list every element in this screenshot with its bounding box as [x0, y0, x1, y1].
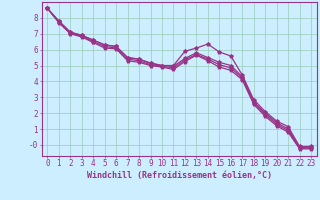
X-axis label: Windchill (Refroidissement éolien,°C): Windchill (Refroidissement éolien,°C) — [87, 171, 272, 180]
